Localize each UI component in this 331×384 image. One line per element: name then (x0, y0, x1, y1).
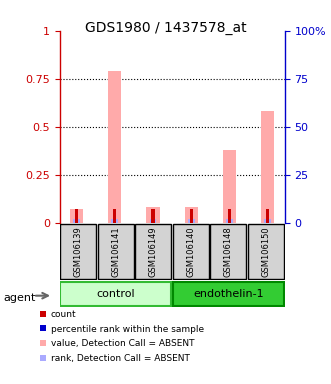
Bar (108, 71, 121, 223)
Text: control: control (97, 289, 135, 299)
Text: rank, Detection Call = ABSENT: rank, Detection Call = ABSENT (51, 354, 190, 363)
Bar (188, 219, 195, 223)
Bar (73, 219, 80, 223)
Text: GSM106150: GSM106150 (261, 226, 270, 277)
Text: GSM106149: GSM106149 (149, 226, 158, 277)
Bar (226, 219, 233, 223)
Bar (70, 209, 83, 223)
FancyBboxPatch shape (211, 224, 246, 279)
FancyBboxPatch shape (60, 224, 96, 279)
Bar (223, 150, 236, 223)
Bar (113, 209, 117, 223)
Bar (266, 209, 269, 223)
Bar (75, 209, 78, 223)
Text: GSM106140: GSM106140 (186, 226, 195, 277)
FancyBboxPatch shape (98, 224, 134, 279)
Text: GSM106148: GSM106148 (224, 226, 233, 277)
Text: endothelin-1: endothelin-1 (193, 289, 264, 299)
Bar (146, 207, 160, 223)
FancyBboxPatch shape (135, 224, 171, 279)
Bar (150, 219, 156, 223)
Text: agent: agent (3, 293, 36, 303)
Text: GDS1980 / 1437578_at: GDS1980 / 1437578_at (85, 21, 246, 35)
Bar (228, 209, 231, 223)
FancyBboxPatch shape (248, 224, 284, 279)
Text: percentile rank within the sample: percentile rank within the sample (51, 324, 204, 334)
Text: value, Detection Call = ABSENT: value, Detection Call = ABSENT (51, 339, 194, 348)
Bar (151, 209, 155, 223)
FancyBboxPatch shape (60, 282, 171, 306)
Bar (185, 207, 198, 223)
FancyBboxPatch shape (173, 224, 209, 279)
Bar (264, 219, 271, 223)
Bar (190, 209, 193, 223)
FancyBboxPatch shape (173, 282, 284, 306)
Text: count: count (51, 310, 76, 319)
Text: GSM106139: GSM106139 (74, 226, 83, 277)
Bar (261, 111, 274, 223)
Bar (112, 219, 118, 223)
Text: GSM106141: GSM106141 (111, 226, 120, 277)
